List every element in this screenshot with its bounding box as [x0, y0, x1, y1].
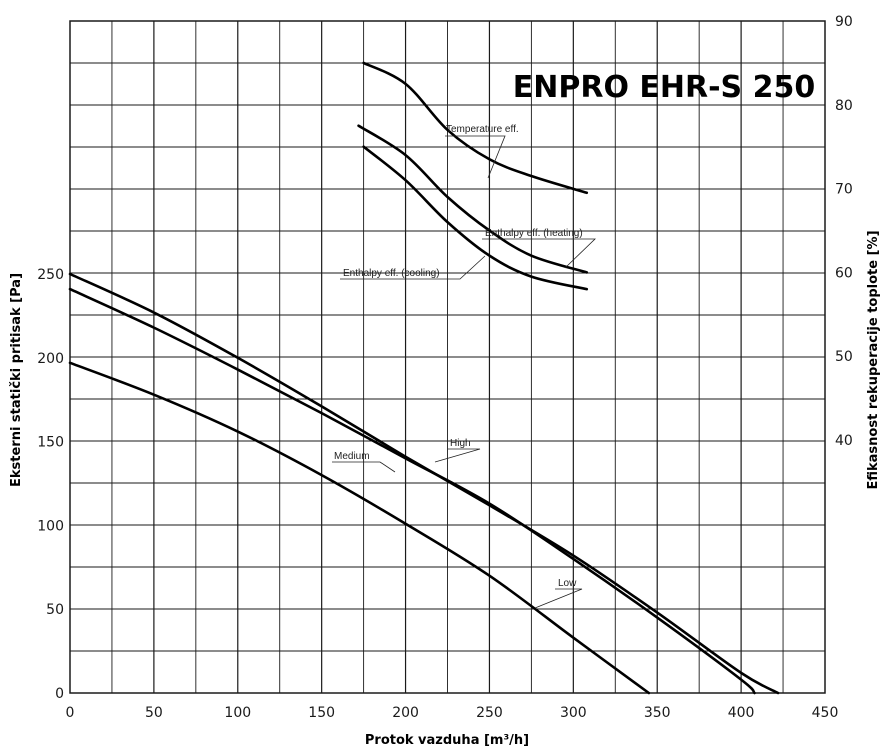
- chart-grid: [69, 20, 826, 694]
- x-tick-label: 150: [308, 705, 335, 721]
- series-low-line: [68, 361, 651, 695]
- label-enthalpy-heating-leader: [482, 238, 596, 269]
- label-low-leader: [534, 588, 583, 609]
- x-tick-label: 450: [812, 705, 839, 721]
- x-tick-label: 200: [392, 705, 419, 721]
- chart-curves: [68, 61, 780, 695]
- y-left-tick-label: 150: [37, 435, 64, 451]
- label-enthalpy-cooling-leader: [340, 255, 486, 280]
- label-medium: Medium: [334, 451, 370, 462]
- chart-title: ENPRO EHR-S 250: [513, 70, 815, 105]
- x-tick-label: 50: [145, 705, 163, 721]
- x-tick-label: 400: [728, 705, 755, 721]
- x-tick-label: 350: [644, 705, 671, 721]
- label-medium-leader: [332, 461, 396, 473]
- chart-curve-labels: Temperature eff. Enthalpy eff. (heating) E…: [332, 124, 596, 609]
- y-right-tick-label: 60: [835, 265, 853, 281]
- label-enthalpy-heating: Enthalpy eff. (heating): [485, 228, 583, 239]
- series-enthalpy-eff-cooling-line: [362, 145, 589, 291]
- series-high-line: [68, 272, 780, 695]
- y-left-tick-label: 0: [55, 686, 64, 702]
- y-right-tick-label: 50: [835, 349, 853, 365]
- label-temperature-eff-leader: [445, 135, 506, 179]
- y-left-tick-label: 200: [37, 351, 64, 367]
- y-axis-right-title: Efikasnost rekuperacije toplote [%]: [866, 230, 881, 489]
- y-right-tick-label: 90: [835, 14, 853, 30]
- label-enthalpy-cooling: Enthalpy eff. (cooling): [343, 268, 440, 279]
- y-right-tick-label: 80: [835, 98, 853, 114]
- y-axis-left-title: Eksterni statički pritisak [Pa]: [9, 273, 24, 487]
- y-right-tick-label: 40: [835, 433, 853, 449]
- label-temperature-eff: Temperature eff.: [446, 124, 519, 135]
- label-low: Low: [558, 578, 577, 589]
- chart-ticks: 0 50 100 150 200 250 300 350 400 450 0 50 100 150 200 2…: [37, 14, 853, 721]
- series-temperature-eff-line: [362, 61, 589, 195]
- x-axis-title: Protok vazduha [m³/h]: [365, 733, 529, 748]
- x-tick-label: 300: [560, 705, 587, 721]
- y-right-tick-label: 70: [835, 182, 853, 198]
- x-tick-label: 250: [476, 705, 503, 721]
- label-high-leader: [434, 448, 481, 463]
- series-medium-line: [68, 287, 756, 695]
- x-tick-label: 100: [224, 705, 251, 721]
- x-tick-label: 0: [66, 705, 75, 721]
- series-enthalpy-eff-heating-line: [357, 124, 589, 274]
- y-left-tick-label: 100: [37, 518, 64, 534]
- label-high: High: [450, 438, 471, 449]
- y-left-tick-label: 250: [37, 267, 64, 283]
- y-left-tick-label: 50: [46, 602, 64, 618]
